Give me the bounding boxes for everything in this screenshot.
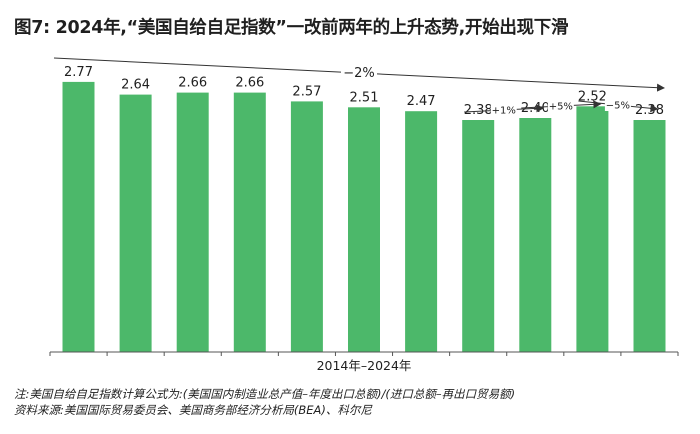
value-label-2017: 2.66 [235, 76, 264, 91]
value-label-2014: 2.77 [64, 65, 93, 80]
bar-2019 [348, 107, 380, 352]
bar-2017 [233, 92, 266, 352]
bar-2024 [633, 120, 666, 352]
notes: 注:美国自给自足指数计算公式为:(美国国内制造业总产值–年度出口总额)/(进口总… [14, 386, 690, 418]
value-label-2016: 2.66 [178, 76, 207, 91]
value-label-2020: 2.47 [407, 94, 436, 109]
x-axis: 2014年–2024年 [49, 351, 679, 373]
bar-2023 [576, 106, 609, 352]
trend-label-bg [490, 102, 517, 116]
bar-2021 [462, 120, 495, 352]
trend-label-2022-2023: +5% [549, 102, 573, 113]
value-label-2019: 2.51 [350, 90, 379, 105]
chart-title: 图7: 2024年,“美国自给自足指数”一改前两年的上升态势,开始出现下滑 [14, 18, 569, 38]
trend-label-2023-2024: −5% [606, 101, 630, 112]
trend-label-bg [547, 98, 574, 112]
trend-label-2021-2022: +1% [492, 106, 516, 117]
bars-layer [62, 81, 666, 353]
value-label-2018: 2.57 [292, 84, 321, 99]
bar-2018 [290, 101, 323, 353]
trend-label-bg [341, 63, 377, 81]
bar-2016 [176, 92, 209, 352]
value-label-2015: 2.64 [121, 78, 150, 93]
source-note: 资料来源:美国国际贸易委员会、美国商务部经济分析局(BEA)、科尔尼 [14, 403, 372, 417]
value-label-2021: 2.38 [464, 103, 493, 118]
trend-label-bg [604, 97, 631, 111]
bar-2022 [519, 118, 552, 352]
x-axis-label: 2014年–2024年 [317, 358, 412, 373]
annotations-layer: −2% +1% +5% −5% [53, 57, 665, 117]
bar-2014 [62, 81, 95, 353]
bar-2020 [405, 111, 438, 352]
value-label-2024: 2.38 [635, 103, 664, 118]
bar-2015 [119, 94, 152, 352]
trend-label-overall: −2% [343, 66, 375, 81]
footnote: 注:美国自给自足指数计算公式为:(美国国内制造业总产值–年度出口总额)/(进口总… [14, 387, 516, 401]
